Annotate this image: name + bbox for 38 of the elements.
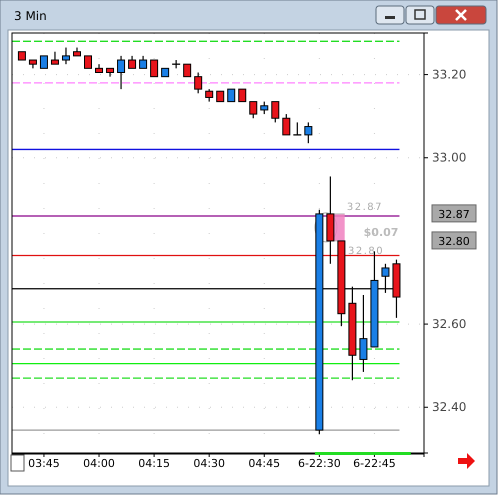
candlestick: [359, 294, 368, 373]
x-tick-label: 04:00: [83, 456, 115, 470]
candlestick: [128, 55, 136, 69]
candlestick: [249, 101, 258, 119]
candlestick: [238, 88, 246, 102]
y-tick-label: 32.40: [432, 400, 466, 414]
text: 32.80: [438, 234, 470, 248]
candlestick: [205, 88, 214, 102]
text: 32.87: [438, 208, 470, 221]
y-tick-label: 32.60: [432, 316, 466, 331]
y-tick-label: 33.00: [432, 150, 466, 165]
candlestick: [194, 72, 202, 94]
candlestick: [227, 88, 236, 102]
candlestick: [271, 101, 280, 124]
candlestick: [84, 55, 92, 69]
candlestick: [62, 46, 70, 65]
candlestick: [260, 101, 268, 115]
candlestick: [183, 64, 192, 78]
chart-title: 3 Min: [14, 9, 47, 23]
annotation: 32.80: [348, 246, 384, 257]
annotation: $0.07: [364, 226, 398, 239]
x-tick-label: 04:15: [138, 456, 170, 470]
candlestick: [292, 122, 302, 136]
annotation: 32.87: [346, 202, 384, 213]
candlestick: [40, 55, 48, 69]
x-tick-label: 6-22:45: [353, 456, 396, 470]
candlestick: [50, 51, 59, 65]
y-tick-label: 33.20: [432, 67, 466, 82]
candlestick: [150, 60, 158, 78]
candlestick: [139, 55, 148, 69]
candlestick: [282, 113, 290, 136]
candlestick: [216, 90, 224, 102]
x-tick-label: 03:45: [28, 456, 60, 470]
x-tick-label: 6-22:30: [298, 456, 341, 470]
candlestick: [304, 122, 312, 144]
candlestick: [117, 55, 126, 90]
x-tick-label: 04:45: [248, 456, 280, 470]
x-tick-label: 04:30: [193, 456, 226, 470]
